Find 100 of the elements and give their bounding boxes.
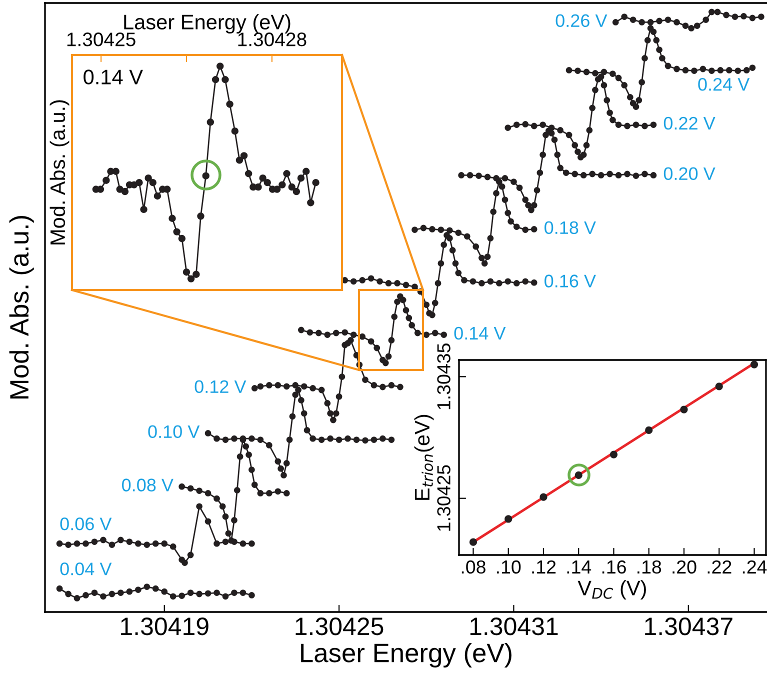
point bbox=[540, 493, 548, 501]
series-label: 0.24 V bbox=[698, 78, 750, 91]
point bbox=[231, 435, 238, 442]
point bbox=[513, 224, 520, 230]
point bbox=[653, 37, 660, 44]
point bbox=[528, 206, 534, 214]
point bbox=[566, 132, 572, 138]
point bbox=[455, 270, 462, 276]
point bbox=[530, 122, 538, 130]
point bbox=[182, 268, 190, 276]
point bbox=[359, 277, 366, 284]
point bbox=[650, 122, 657, 128]
point bbox=[196, 488, 202, 494]
point bbox=[487, 235, 494, 242]
point bbox=[74, 595, 80, 602]
point bbox=[118, 536, 124, 544]
point bbox=[149, 178, 156, 186]
x-tick-label: 1.30431 bbox=[470, 618, 558, 636]
point bbox=[498, 183, 506, 190]
point bbox=[231, 590, 238, 596]
point bbox=[240, 540, 246, 547]
point bbox=[65, 542, 72, 548]
point bbox=[470, 278, 476, 285]
point bbox=[449, 247, 456, 254]
point bbox=[469, 538, 478, 546]
point bbox=[338, 374, 346, 380]
point bbox=[592, 70, 598, 76]
x-axis-title: Laser Energy (eV) bbox=[301, 642, 512, 668]
point bbox=[715, 382, 723, 390]
point bbox=[496, 280, 502, 286]
point bbox=[391, 314, 398, 320]
point bbox=[504, 515, 512, 523]
point bbox=[350, 332, 357, 338]
point bbox=[300, 383, 308, 390]
point bbox=[234, 487, 240, 494]
point bbox=[292, 188, 300, 196]
series-label: 0.18 V bbox=[544, 221, 596, 234]
point bbox=[513, 280, 520, 286]
point bbox=[455, 230, 462, 236]
point bbox=[330, 416, 336, 424]
point bbox=[504, 124, 512, 131]
point bbox=[192, 270, 200, 278]
point bbox=[91, 590, 98, 596]
point bbox=[216, 62, 224, 70]
point bbox=[206, 118, 214, 126]
series-label: 0.14 V bbox=[454, 326, 506, 340]
point bbox=[429, 312, 436, 318]
point bbox=[461, 277, 468, 284]
point bbox=[288, 183, 296, 191]
point bbox=[626, 94, 634, 100]
point bbox=[624, 170, 630, 178]
point bbox=[615, 172, 622, 178]
point bbox=[423, 332, 430, 338]
point bbox=[598, 74, 604, 80]
point bbox=[674, 19, 680, 26]
point bbox=[621, 14, 628, 20]
point bbox=[214, 495, 220, 502]
point bbox=[170, 593, 176, 600]
point bbox=[388, 337, 395, 344]
point bbox=[630, 16, 636, 23]
point bbox=[548, 124, 555, 131]
point bbox=[522, 226, 529, 233]
point bbox=[749, 64, 756, 71]
point bbox=[274, 382, 282, 388]
point bbox=[140, 206, 148, 214]
point bbox=[400, 296, 406, 304]
point bbox=[476, 172, 482, 179]
point bbox=[306, 329, 314, 336]
point bbox=[144, 584, 150, 590]
point bbox=[318, 386, 325, 394]
point bbox=[610, 70, 616, 77]
point bbox=[248, 466, 255, 473]
point bbox=[674, 66, 680, 72]
point bbox=[302, 168, 310, 175]
point bbox=[530, 279, 538, 286]
point bbox=[164, 186, 171, 193]
point bbox=[251, 385, 258, 392]
point bbox=[368, 338, 374, 345]
x-tick-label: .14 bbox=[567, 560, 592, 574]
point bbox=[292, 382, 299, 388]
point bbox=[264, 178, 271, 186]
point bbox=[732, 14, 738, 20]
point bbox=[222, 436, 229, 443]
point bbox=[610, 116, 616, 124]
point bbox=[458, 172, 465, 178]
point bbox=[574, 68, 581, 74]
point bbox=[91, 538, 98, 545]
y-axis-title: Mod. Abs. (a.u.) bbox=[9, 216, 34, 398]
point bbox=[251, 482, 258, 488]
point bbox=[664, 62, 672, 70]
point bbox=[432, 330, 438, 336]
point bbox=[557, 164, 564, 172]
point bbox=[298, 326, 304, 334]
point bbox=[636, 97, 642, 104]
point bbox=[708, 68, 715, 74]
point bbox=[102, 176, 110, 184]
point bbox=[642, 55, 648, 62]
point bbox=[723, 12, 730, 18]
point bbox=[478, 254, 485, 262]
point bbox=[228, 537, 235, 544]
